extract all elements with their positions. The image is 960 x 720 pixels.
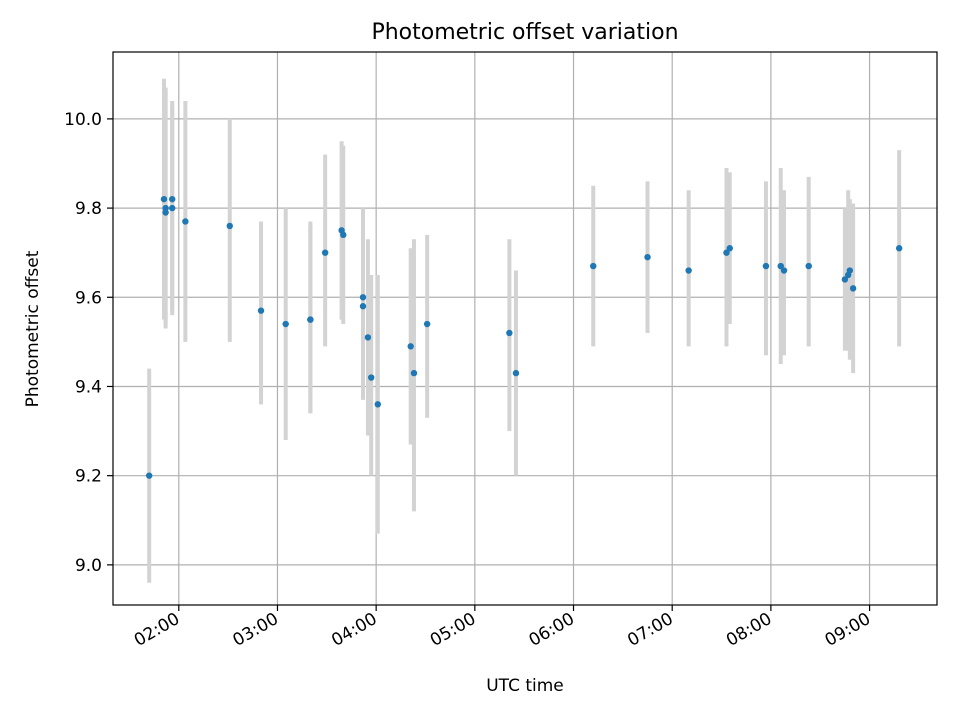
- data-point: [340, 231, 347, 239]
- data-point: [321, 249, 329, 256]
- data-point: [359, 303, 367, 310]
- data-points: [145, 195, 903, 479]
- data-point: [160, 195, 168, 203]
- y-tick-label: 10.0: [64, 110, 102, 130]
- data-point: [590, 262, 597, 270]
- data-point: [162, 209, 169, 216]
- data-point: [726, 245, 733, 252]
- plot-frame: [112, 51, 938, 606]
- y-tick-label: 9.4: [75, 377, 102, 397]
- data-point: [374, 401, 381, 408]
- y-tick-label: 9.8: [75, 199, 102, 219]
- data-point: [368, 374, 375, 381]
- data-point: [846, 267, 854, 274]
- data-point: [895, 245, 903, 252]
- data-point: [506, 329, 513, 337]
- data-point: [364, 334, 372, 341]
- data-point: [762, 262, 770, 270]
- grid: [113, 52, 937, 605]
- x-axis-label: UTC time: [486, 676, 564, 696]
- data-point: [805, 262, 812, 270]
- data-point: [162, 204, 169, 212]
- data-point: [407, 343, 414, 350]
- data-point: [257, 307, 265, 314]
- data-point: [723, 249, 730, 256]
- data-point: [423, 320, 431, 328]
- data-point: [145, 472, 153, 479]
- data-point: [777, 262, 784, 270]
- data-point: [359, 294, 367, 301]
- chart-title: Photometric offset variation: [371, 20, 678, 45]
- y-axis-label: Photometric offset: [23, 250, 43, 407]
- data-point: [169, 195, 176, 203]
- data-point: [169, 204, 176, 212]
- data-point: [780, 267, 788, 274]
- data-point: [307, 316, 314, 323]
- data-point: [849, 285, 857, 292]
- data-point: [644, 253, 651, 261]
- y-tick-label: 9.6: [75, 288, 102, 308]
- y-tick-label: 9.2: [75, 467, 102, 487]
- data-point: [841, 276, 849, 283]
- data-point: [512, 369, 520, 377]
- data-point: [410, 369, 418, 377]
- y-tick-label: 9.0: [75, 556, 102, 576]
- data-point: [685, 267, 692, 274]
- data-point: [182, 218, 189, 225]
- data-point: [282, 320, 289, 328]
- data-point: [226, 222, 233, 230]
